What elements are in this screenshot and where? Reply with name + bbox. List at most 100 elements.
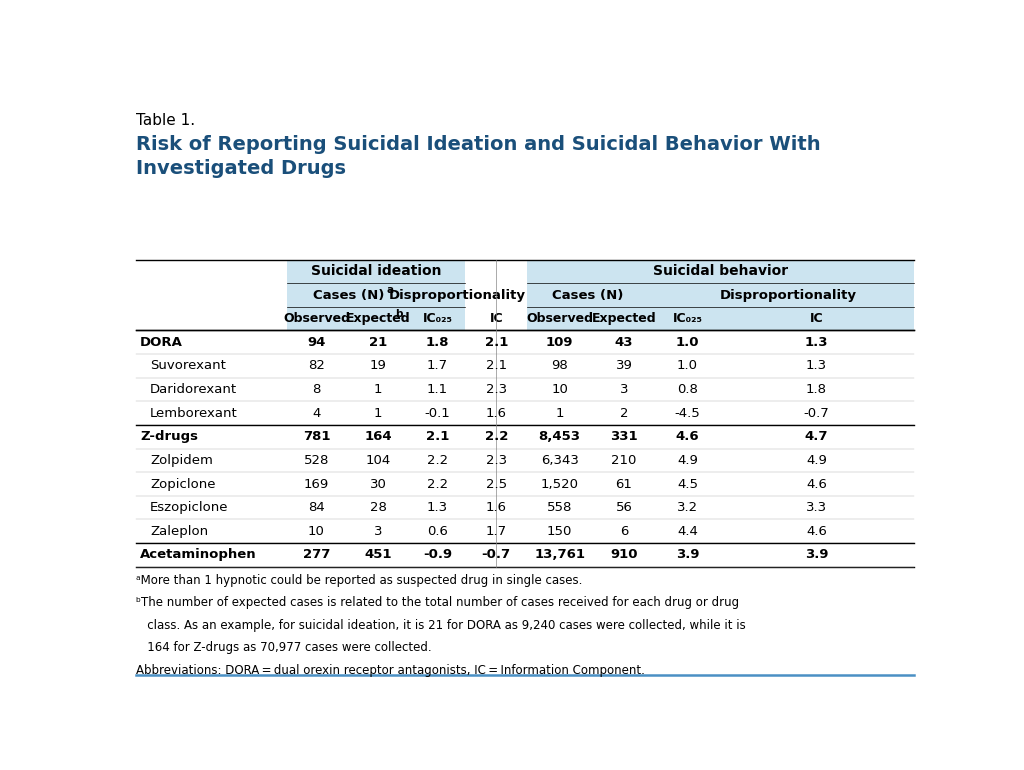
Text: IC₀₂₅: IC₀₂₅ — [673, 312, 702, 325]
Text: 4.6: 4.6 — [806, 477, 827, 490]
Text: Daridorexant: Daridorexant — [151, 383, 238, 396]
Text: 558: 558 — [547, 501, 572, 514]
Text: 2.2: 2.2 — [427, 454, 449, 467]
Text: 3: 3 — [374, 525, 382, 537]
Text: Suicidal ideation: Suicidal ideation — [310, 264, 441, 279]
Text: Zolpidem: Zolpidem — [151, 454, 213, 467]
Text: 910: 910 — [610, 548, 638, 561]
Text: IC₀₂₅: IC₀₂₅ — [423, 312, 453, 325]
Text: a: a — [386, 286, 393, 295]
Text: 6,343: 6,343 — [541, 454, 579, 467]
Text: 56: 56 — [615, 501, 633, 514]
Text: 6: 6 — [620, 525, 628, 537]
Text: 451: 451 — [365, 548, 392, 561]
Text: 98: 98 — [551, 360, 568, 373]
Text: 104: 104 — [366, 454, 390, 467]
Text: 1: 1 — [555, 407, 564, 420]
Text: DORA: DORA — [140, 336, 182, 349]
Text: 4.4: 4.4 — [677, 525, 698, 537]
Text: 277: 277 — [303, 548, 330, 561]
Text: 2.1: 2.1 — [485, 360, 507, 373]
Text: 2.3: 2.3 — [485, 383, 507, 396]
Text: Investigated Drugs: Investigated Drugs — [136, 159, 346, 178]
Bar — [527, 259, 913, 283]
Text: 1.7: 1.7 — [427, 360, 449, 373]
Text: 1: 1 — [374, 383, 382, 396]
Text: 1: 1 — [374, 407, 382, 420]
Text: 210: 210 — [611, 454, 637, 467]
Text: class. As an example, for suicidal ideation, it is 21 for DORA as 9,240 cases we: class. As an example, for suicidal ideat… — [136, 619, 745, 632]
Text: 1,520: 1,520 — [541, 477, 579, 490]
Text: Table 1.: Table 1. — [136, 113, 195, 128]
Text: 4.7: 4.7 — [805, 430, 828, 444]
Text: Expected: Expected — [346, 312, 411, 325]
Text: 1.3: 1.3 — [805, 336, 828, 349]
Text: 21: 21 — [369, 336, 387, 349]
Text: 2.3: 2.3 — [485, 454, 507, 467]
Text: 3.3: 3.3 — [806, 501, 827, 514]
Text: 2.5: 2.5 — [485, 477, 507, 490]
Text: Cases (N): Cases (N) — [552, 289, 624, 302]
Text: 1.8: 1.8 — [806, 383, 827, 396]
Text: 1.3: 1.3 — [427, 501, 449, 514]
Text: 19: 19 — [370, 360, 386, 373]
Bar — [287, 283, 465, 307]
Text: 8,453: 8,453 — [539, 430, 581, 444]
Text: 3.9: 3.9 — [676, 548, 699, 561]
Text: 28: 28 — [370, 501, 386, 514]
Text: 0.8: 0.8 — [677, 383, 698, 396]
Text: 84: 84 — [308, 501, 325, 514]
Text: 30: 30 — [370, 477, 386, 490]
Text: 1.0: 1.0 — [676, 336, 699, 349]
Bar — [287, 307, 465, 330]
Text: -0.7: -0.7 — [481, 548, 511, 561]
Text: 4.9: 4.9 — [806, 454, 827, 467]
Text: 2.2: 2.2 — [484, 430, 508, 444]
Text: 331: 331 — [610, 430, 638, 444]
Text: Zopiclone: Zopiclone — [151, 477, 216, 490]
Text: 1.6: 1.6 — [485, 407, 507, 420]
Text: 1.1: 1.1 — [427, 383, 449, 396]
Text: -0.1: -0.1 — [425, 407, 451, 420]
Text: Disproportionality: Disproportionality — [389, 289, 526, 302]
Text: ᵃMore than 1 hypnotic could be reported as suspected drug in single cases.: ᵃMore than 1 hypnotic could be reported … — [136, 574, 583, 587]
Text: -4.5: -4.5 — [675, 407, 700, 420]
Text: 3: 3 — [620, 383, 629, 396]
Text: Zaleplon: Zaleplon — [151, 525, 208, 537]
Text: 4.5: 4.5 — [677, 477, 698, 490]
Text: 3.9: 3.9 — [805, 548, 828, 561]
Text: 43: 43 — [614, 336, 633, 349]
Text: 13,761: 13,761 — [535, 548, 586, 561]
Text: 0.6: 0.6 — [427, 525, 447, 537]
Text: Abbreviations: DORA = dual orexin receptor antagonists, IC = Information Compone: Abbreviations: DORA = dual orexin recept… — [136, 664, 645, 677]
Text: -0.7: -0.7 — [804, 407, 829, 420]
Bar — [527, 283, 913, 307]
Text: 150: 150 — [547, 525, 572, 537]
Text: 1.8: 1.8 — [426, 336, 450, 349]
Text: Observed: Observed — [283, 312, 350, 325]
Bar — [527, 307, 913, 330]
Text: 10: 10 — [551, 383, 568, 396]
Text: ᵇThe number of expected cases is related to the total number of cases received f: ᵇThe number of expected cases is related… — [136, 596, 739, 609]
Text: 82: 82 — [308, 360, 325, 373]
Text: 2.1: 2.1 — [484, 336, 508, 349]
Text: 1.6: 1.6 — [485, 501, 507, 514]
Text: 528: 528 — [304, 454, 329, 467]
Text: 94: 94 — [307, 336, 326, 349]
Text: 10: 10 — [308, 525, 325, 537]
Bar — [287, 259, 465, 283]
Text: Cases (N): Cases (N) — [312, 289, 384, 302]
Text: IC: IC — [489, 312, 503, 325]
Text: 1.7: 1.7 — [485, 525, 507, 537]
Text: 1.0: 1.0 — [677, 360, 698, 373]
Text: 781: 781 — [303, 430, 330, 444]
Text: Risk of Reporting Suicidal Ideation and Suicidal Behavior With: Risk of Reporting Suicidal Ideation and … — [136, 135, 820, 154]
Text: Expected: Expected — [592, 312, 656, 325]
Text: Z-drugs: Z-drugs — [140, 430, 198, 444]
Text: 169: 169 — [304, 477, 329, 490]
Text: 4.9: 4.9 — [677, 454, 698, 467]
Text: 109: 109 — [546, 336, 573, 349]
Text: b: b — [395, 309, 402, 319]
Text: 2.1: 2.1 — [426, 430, 450, 444]
Text: 4.6: 4.6 — [676, 430, 699, 444]
